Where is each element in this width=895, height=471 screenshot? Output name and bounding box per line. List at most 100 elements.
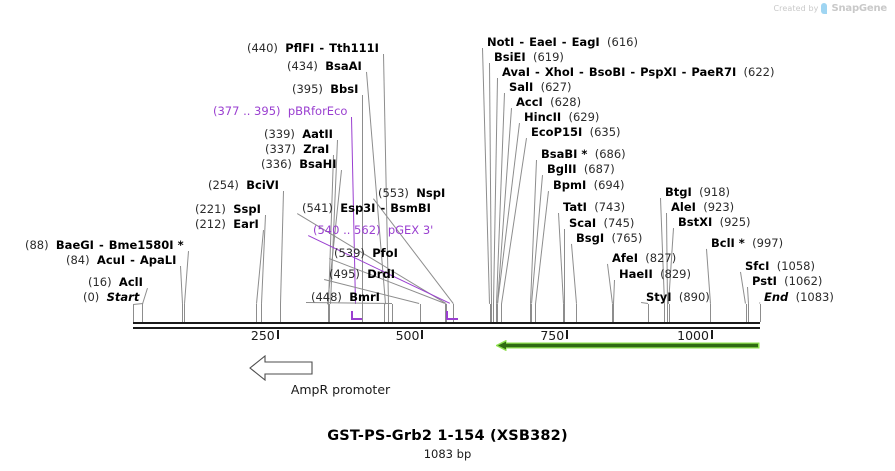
feature-label[interactable]: HaeII (829) — [619, 268, 691, 281]
feature-label[interactable]: EcoP15I (635) — [531, 126, 621, 139]
cut-site-tick[interactable] — [667, 304, 668, 322]
feature-label[interactable]: (221) SspI — [195, 203, 261, 216]
feature-label[interactable]: (339) AatII — [264, 128, 333, 141]
cut-site-tick[interactable] — [329, 304, 330, 322]
feature-name-group: Start — [107, 290, 140, 304]
feature-label[interactable]: StyI (890) — [646, 291, 710, 304]
feature-label[interactable]: (0) Start — [83, 291, 139, 304]
feature-label[interactable]: AleI (923) — [671, 201, 734, 214]
cut-site-tick[interactable] — [490, 304, 491, 322]
feature-label[interactable]: SalI (627) — [509, 81, 572, 94]
cut-site-tick[interactable] — [453, 304, 454, 322]
feature-label[interactable]: End (1083) — [764, 291, 834, 304]
feature-label[interactable]: BsiEI (619) — [494, 51, 564, 64]
feature-label[interactable]: (495) DrdI — [329, 268, 395, 281]
leader-line — [180, 265, 183, 304]
cut-site-tick[interactable] — [496, 304, 497, 322]
cut-site-tick[interactable] — [133, 304, 134, 322]
feature-label[interactable]: (448) BmrI — [311, 291, 380, 304]
feature-label[interactable]: (540 .. 562) pGEX 3' — [313, 224, 433, 237]
feature-name-group: EcoP15I — [531, 125, 582, 139]
feature-label[interactable]: (336) BsaHI — [261, 158, 337, 171]
feature-label[interactable]: (395) BbsI — [292, 83, 358, 96]
cut-site-tick[interactable] — [648, 304, 649, 322]
cut-site-tick[interactable] — [664, 304, 665, 322]
cut-site-tick[interactable] — [497, 304, 498, 322]
ruler-tick-label: 750 — [540, 328, 565, 343]
feature-label[interactable]: BtgI (918) — [665, 186, 730, 199]
feature-label[interactable]: (434) BsaAI — [287, 60, 362, 73]
cut-site-tick[interactable] — [420, 304, 421, 322]
feature-label[interactable]: SfcI (1058) — [745, 260, 815, 273]
feature-label[interactable]: (212) EarI — [195, 218, 259, 231]
feature-label[interactable]: BclI * (997) — [711, 237, 783, 250]
cut-site-tick[interactable] — [261, 304, 262, 322]
feature-label[interactable]: BstXI (925) — [678, 216, 751, 229]
feature-label[interactable]: ScaI (745) — [569, 217, 634, 230]
cut-site-tick[interactable] — [491, 304, 492, 322]
feature-label[interactable]: NotI - EaeI - EagI (616) — [487, 36, 638, 49]
cut-site-tick[interactable] — [182, 304, 183, 322]
cut-site-tick[interactable] — [445, 304, 446, 322]
cut-site-tick[interactable] — [669, 304, 670, 322]
cut-site-tick[interactable] — [563, 304, 564, 322]
cut-site-tick[interactable] — [493, 304, 494, 322]
cut-site-tick[interactable] — [531, 304, 532, 322]
feature-label[interactable]: BpmI (694) — [553, 179, 625, 192]
feature-label[interactable]: AfeI (827) — [612, 252, 676, 265]
cut-site-tick[interactable] — [564, 304, 565, 322]
feature-label[interactable]: (88) BaeGI - Bme1580I * — [25, 239, 184, 252]
cut-site-tick[interactable] — [328, 304, 329, 322]
cut-site-tick[interactable] — [501, 304, 502, 322]
cut-site-tick[interactable] — [142, 304, 143, 322]
feature-position: (539) — [334, 246, 365, 260]
feature-label[interactable]: PstI (1062) — [752, 275, 822, 288]
enzyme-name: PspXI — [640, 65, 677, 79]
cut-site-tick[interactable] — [392, 304, 393, 322]
feature-label[interactable]: (84) AcuI - ApaLI — [66, 254, 176, 267]
feature-label[interactable]: (377 .. 395) pBRforEco — [213, 105, 347, 118]
ampr-promoter-arrow-icon[interactable] — [249, 355, 313, 381]
feature-label[interactable]: BglII (687) — [547, 163, 615, 176]
feature-label[interactable]: BsgI (765) — [576, 232, 642, 245]
sequence-backbone[interactable] — [133, 322, 760, 329]
cut-site-tick[interactable] — [535, 304, 536, 322]
gene-feature-arrow[interactable] — [496, 340, 760, 351]
cut-site-tick[interactable] — [362, 304, 363, 322]
feature-position: (541) — [302, 201, 333, 215]
feature-label[interactable]: AccI (628) — [516, 96, 581, 109]
enzyme-name: BciVI — [246, 178, 279, 192]
cut-site-tick[interactable] — [746, 304, 747, 322]
cut-site-tick[interactable] — [760, 304, 761, 322]
feature-label[interactable]: (539) PfoI — [334, 247, 398, 260]
cut-site-tick[interactable] — [388, 304, 389, 322]
feature-label[interactable]: (16) AclI — [88, 276, 143, 289]
feature-label[interactable]: HincII (629) — [524, 111, 599, 124]
cut-site-tick[interactable] — [576, 304, 577, 322]
cut-site-tick[interactable] — [710, 304, 711, 322]
enzyme-name: EagI — [571, 35, 600, 49]
leader-line — [362, 95, 363, 304]
cut-site-tick[interactable] — [530, 304, 531, 322]
enzyme-name: HincII — [524, 110, 562, 124]
feature-label[interactable]: BsaBI * (686) — [541, 148, 626, 161]
enzyme-name: BsaAI — [325, 59, 362, 73]
cut-site-tick[interactable] — [748, 304, 749, 322]
feature-label[interactable]: AvaI - XhoI - BsoBI - PspXI - PaeR7I (62… — [502, 66, 774, 79]
cut-site-tick[interactable] — [384, 304, 385, 322]
cut-site-tick[interactable] — [184, 304, 185, 322]
feature-label[interactable]: (553) NspI — [378, 187, 445, 200]
feature-label[interactable]: (254) BciVI — [208, 179, 279, 192]
cut-site-tick[interactable] — [280, 304, 281, 322]
feature-label[interactable]: (440) PflFI - Tth111I — [247, 42, 379, 55]
primer-marker[interactable] — [351, 311, 362, 320]
feature-label[interactable]: (337) ZraI — [265, 143, 329, 156]
feature-label[interactable]: (541) Esp3I - BsmBI — [302, 202, 431, 215]
cut-site-tick[interactable] — [612, 304, 613, 322]
cut-site-tick[interactable] — [256, 304, 257, 322]
cut-site-tick[interactable] — [613, 304, 614, 322]
enzyme-name: HaeII — [619, 267, 653, 281]
feature-label[interactable]: TatI (743) — [563, 201, 625, 214]
primer-marker[interactable] — [445, 311, 459, 320]
feature-name-group: BglII — [547, 162, 577, 176]
